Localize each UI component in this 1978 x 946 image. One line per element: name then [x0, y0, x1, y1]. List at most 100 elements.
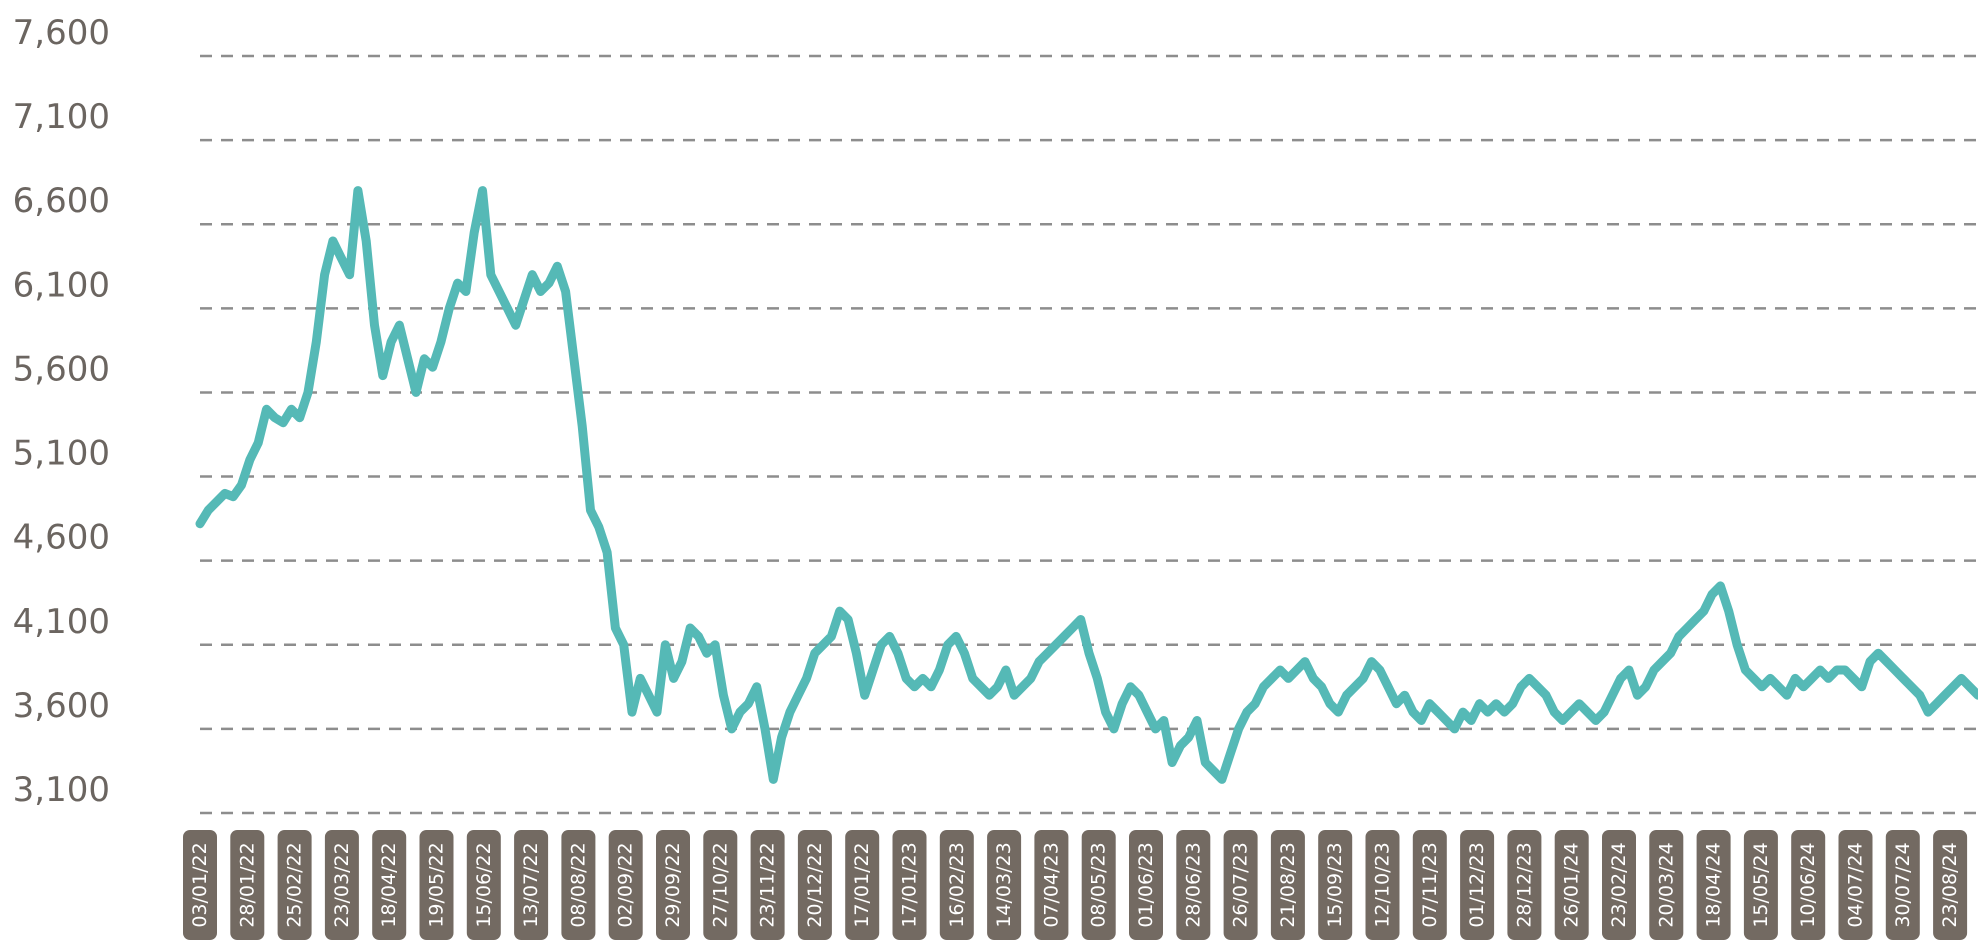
x-tick-box — [1649, 830, 1684, 940]
x-tick-label: 18/04/24 — [1696, 830, 1731, 940]
x-tick-text: 08/08/22 — [567, 842, 589, 927]
x-tick-box — [892, 830, 927, 940]
x-tick-label: 15/05/24 — [1743, 830, 1778, 940]
y-tick-label: 4,100 — [13, 602, 110, 642]
x-tick-box — [1129, 830, 1163, 940]
x-tick-box — [466, 830, 501, 940]
x-tick-text: 20/12/22 — [804, 842, 826, 927]
x-tick-label: 23/08/24 — [1933, 830, 1968, 940]
y-tick-label: 4,600 — [13, 518, 110, 558]
x-tick-label: 13/07/22 — [514, 830, 549, 940]
x-tick-text: 17/01/22 — [851, 842, 873, 927]
x-tick-label: 20/12/22 — [797, 830, 832, 940]
x-tick-text: 26/07/23 — [1230, 842, 1252, 927]
x-tick-label: 26/01/24 — [1554, 830, 1589, 940]
x-tick-box — [277, 830, 312, 940]
x-tick-box — [608, 830, 643, 940]
x-tick-label: 14/03/23 — [987, 830, 1022, 940]
x-tick-text: 23/11/22 — [757, 842, 779, 927]
x-tick-text: 03/01/22 — [189, 842, 211, 927]
x-tick-label: 03/01/22 — [183, 830, 217, 940]
y-tick-label: 3,600 — [13, 686, 110, 726]
x-tick-box — [561, 830, 596, 940]
x-tick-text: 02/09/22 — [615, 842, 637, 927]
x-tick-label: 27/10/22 — [703, 830, 738, 940]
x-tick-label: 02/09/22 — [608, 830, 643, 940]
x-tick-label: 21/08/23 — [1270, 830, 1305, 940]
x-tick-label: 01/12/23 — [1460, 830, 1495, 940]
x-tick-label: 15/09/23 — [1318, 830, 1353, 940]
x-tick-text: 08/05/23 — [1088, 842, 1110, 927]
x-tick-text: 18/04/22 — [378, 842, 400, 927]
x-tick-text: 14/03/23 — [993, 842, 1015, 927]
x-tick-text: 28/01/22 — [236, 842, 258, 927]
x-tick-box — [183, 830, 217, 940]
x-tick-label: 16/02/23 — [939, 830, 974, 940]
y-tick-label: 3,100 — [13, 770, 110, 810]
x-tick-box — [1081, 830, 1116, 940]
x-tick-text: 15/05/24 — [1750, 842, 1772, 927]
x-tick-text: 29/09/22 — [662, 842, 684, 927]
x-tick-box — [1885, 830, 1920, 940]
x-tick-box — [797, 830, 832, 940]
x-tick-label: 20/03/24 — [1649, 830, 1684, 940]
x-tick-text: 26/01/24 — [1561, 842, 1583, 927]
x-tick-label: 10/06/24 — [1791, 830, 1826, 940]
series-line — [195, 186, 1978, 784]
x-tick-box — [1838, 830, 1873, 940]
x-tick-box — [703, 830, 738, 940]
y-tick-label: 5,600 — [13, 349, 110, 389]
x-tick-label: 25/02/22 — [277, 830, 312, 940]
y-tick-label: 7,100 — [13, 97, 110, 137]
x-tick-label: 30/07/24 — [1885, 830, 1920, 940]
x-tick-text: 15/09/23 — [1324, 842, 1346, 927]
y-tick-label: 6,600 — [13, 181, 110, 221]
x-tick-text: 17/01/23 — [899, 842, 921, 927]
x-tick-label: 07/04/23 — [1034, 830, 1069, 940]
x-tick-label: 26/07/23 — [1223, 830, 1258, 940]
x-tick-box — [1791, 830, 1826, 940]
x-tick-label: 15/06/22 — [466, 830, 501, 940]
x-tick-label: 08/05/23 — [1081, 830, 1116, 940]
x-tick-text: 13/07/22 — [520, 842, 542, 927]
x-tick-box — [1176, 830, 1211, 940]
x-tick-label: 29/09/22 — [656, 830, 690, 940]
x-tick-box — [1602, 830, 1636, 940]
x-tick-box — [419, 830, 454, 940]
x-tick-text: 23/03/22 — [331, 842, 353, 927]
x-tick-box — [1696, 830, 1731, 940]
x-tick-text: 16/02/23 — [946, 842, 968, 927]
x-tick-text: 12/10/23 — [1372, 842, 1394, 927]
x-tick-box — [1034, 830, 1069, 940]
x-tick-box — [1223, 830, 1258, 940]
gridlines — [200, 54, 1978, 815]
x-tick-label: 28/01/22 — [230, 830, 265, 940]
x-tick-text: 15/06/22 — [473, 842, 495, 927]
x-tick-box — [324, 830, 359, 940]
x-tick-box — [1318, 830, 1353, 940]
x-tick-text: 27/10/22 — [709, 842, 731, 927]
x-tick-box — [1460, 830, 1495, 940]
x-tick-label: 28/06/23 — [1176, 830, 1211, 940]
x-tick-box — [939, 830, 974, 940]
x-tick-text: 20/03/24 — [1655, 842, 1677, 927]
x-tick-text: 19/05/22 — [426, 842, 448, 927]
x-tick-text: 01/12/23 — [1466, 842, 1488, 927]
x-tick-box — [845, 830, 880, 940]
x-tick-text: 21/08/23 — [1277, 842, 1299, 927]
x-tick-label: 17/01/23 — [892, 830, 927, 940]
x-tick-text: 25/02/22 — [284, 842, 306, 927]
x-tick-label: 19/05/22 — [419, 830, 454, 940]
x-tick-box — [514, 830, 549, 940]
x-tick-label: 23/11/22 — [750, 830, 785, 940]
x-tick-label: 23/02/24 — [1602, 830, 1636, 940]
x-tick-text: 10/06/24 — [1797, 842, 1819, 927]
x-tick-box — [372, 830, 407, 940]
series-layer — [195, 186, 1978, 784]
x-tick-text: 07/11/23 — [1419, 842, 1441, 927]
y-axis-tick-labels: 7,600 7,100 6,600 6,100 5,600 5,100 4,600 4,100… — [13, 13, 110, 810]
y-tick-label: 6,100 — [13, 265, 110, 305]
x-tick-label: 01/06/23 — [1129, 830, 1163, 940]
x-tick-box — [1270, 830, 1305, 940]
